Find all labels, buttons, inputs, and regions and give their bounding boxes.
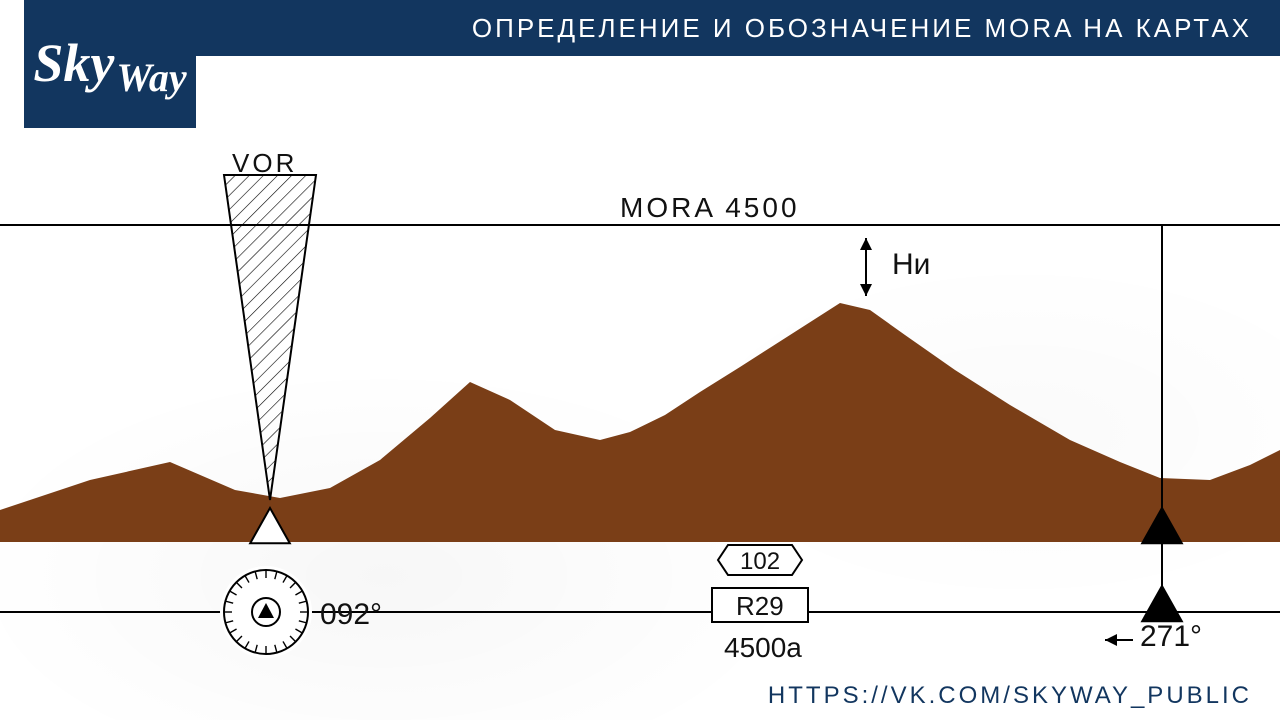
vor-cone — [224, 175, 316, 500]
airway-hex-label: 102 — [740, 548, 780, 576]
vor-label: VOR — [232, 148, 297, 179]
bearing-left-label: 092° — [320, 598, 382, 632]
footer-link: HTTPS://VK.COM/SKYWAY_PUBLIC — [768, 682, 1252, 710]
waypoint-triangle-filled-lower — [1142, 586, 1182, 621]
hi-clearance-label: Ни — [892, 248, 930, 282]
route-alt-label: 4500a — [724, 632, 802, 664]
diagram-scene — [0, 0, 1280, 720]
hi-arrow-up — [860, 238, 872, 250]
bearing-right-arrow-head — [1105, 634, 1117, 646]
route-rect-label: R29 — [736, 591, 784, 622]
mora-line-label: MORA 4500 — [620, 192, 800, 224]
bearing-right-label: 271° — [1140, 620, 1202, 654]
hi-arrow-down — [860, 284, 872, 296]
terrain-profile — [0, 303, 1280, 542]
